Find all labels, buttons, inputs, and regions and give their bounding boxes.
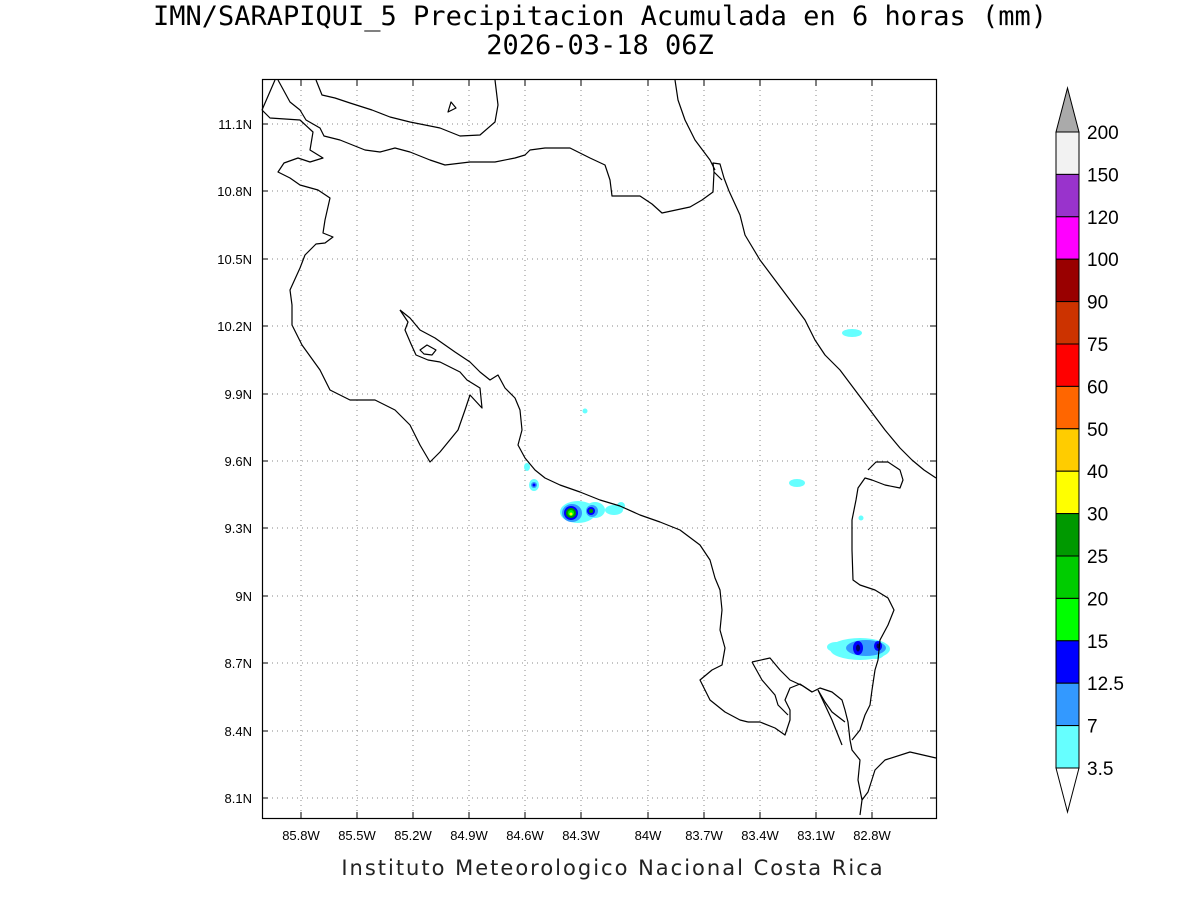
colorbar-swatch [1055, 343, 1080, 387]
title-line-1: IMN/SARAPIQUI_5 Precipitacion Acumulada … [152, 1, 1048, 32]
y-tick-label: 10.2N [217, 319, 252, 334]
colorbar-swatch [1055, 258, 1080, 303]
y-tick-label: 8.1N [225, 791, 252, 806]
colorbar-level-label: 20 [1087, 589, 1108, 610]
precipitation-areas [524, 329, 890, 660]
y-tick-label: 11.1N [218, 117, 252, 132]
precip-cell-west [589, 509, 593, 513]
precip-cell-east [856, 644, 860, 652]
colorbar-level-label: 120 [1087, 208, 1119, 229]
colorbar-swatch [1055, 216, 1080, 260]
y-tick-label: 8.7N [225, 656, 252, 671]
precip-cell-east [827, 642, 845, 652]
colorbar-swatch [1055, 725, 1080, 769]
x-tick-label: 85.8W [282, 828, 320, 843]
map-title: IMN/SARAPIQUI_5 Precipitacion Acumulada … [0, 2, 1200, 60]
colorbar-swatch [1055, 173, 1080, 218]
precip-cell-west [569, 512, 573, 516]
title-line-2: 2026-03-18 06Z [486, 30, 714, 61]
colorbar-level-label: 150 [1087, 165, 1119, 186]
precip-cell-east [842, 329, 862, 337]
colorbar-swatch [1055, 131, 1080, 175]
precip-cell-west [524, 463, 530, 471]
colorbar-level-label: 200 [1087, 123, 1119, 144]
y-tick-label: 9.6N [225, 454, 252, 469]
x-axis-ticks: 85.8W 85.5W 85.2W 84.9W 84.6W 84.3W 84W 83.7W 83… [282, 80, 892, 843]
x-tick-label: 84W [635, 828, 662, 843]
colorbar-level-label: 75 [1087, 335, 1108, 356]
colorbar-swatch [1055, 555, 1080, 599]
colorbar-level-label: 3.5 [1087, 759, 1113, 780]
colorbar-level-label: 25 [1087, 547, 1108, 568]
colorbar-level-label: 30 [1087, 505, 1108, 526]
precipitation-colorbar: 200 150 120 100 90 75 60 50 40 30 25 20 15 12.5 7 3.5 [1055, 86, 1124, 814]
colorbar-swatch [1055, 682, 1080, 727]
footer-credit: Instituto Meteorologico Nacional Costa R… [341, 856, 885, 880]
pacific-coast-north [261, 109, 483, 463]
golfo-dulce [751, 657, 843, 746]
panama-border [851, 461, 904, 741]
x-tick-label: 84.3W [562, 828, 600, 843]
lake-shore [315, 79, 499, 137]
y-tick-label: 9.3N [225, 521, 252, 536]
colorbar-under-triangle [1055, 767, 1080, 814]
colorbar-level-label: 12.5 [1087, 674, 1124, 695]
north-shoreline [261, 79, 730, 214]
x-tick-label: 83.7W [685, 828, 723, 843]
colorbar-level-label: 60 [1087, 377, 1108, 398]
colorbar-swatch [1055, 597, 1080, 642]
lake-island [447, 101, 457, 113]
y-tick-label: 9N [235, 589, 252, 604]
colorbar-level-label: 50 [1087, 420, 1108, 441]
colorbar-level-label: 40 [1087, 462, 1108, 483]
x-tick-label: 82.8W [853, 828, 891, 843]
x-tick-label: 84.9W [450, 828, 488, 843]
colorbar-level-label: 7 [1087, 717, 1098, 738]
pacific-coast-central [399, 309, 749, 723]
precip-cell-east [789, 479, 805, 487]
colorbar-over-triangle [1055, 86, 1080, 133]
colorbar-swatch [1055, 470, 1080, 515]
colorbar-swatch [1055, 301, 1080, 345]
x-tick-label: 85.5W [338, 828, 376, 843]
y-tick-label: 10.8N [217, 184, 252, 199]
colorbar-swatch [1055, 428, 1080, 472]
colorbar-level-label: 15 [1087, 632, 1108, 653]
colorbar-level-label: 90 [1087, 293, 1108, 314]
map-frame [261, 78, 938, 820]
y-tick-label: 10.5N [217, 252, 252, 267]
y-axis-ticks: 11.1N 10.8N 10.5N 10.2N 9.9N 9.6N 9.3N 9N 8.7N 8.… [217, 117, 936, 806]
coastlines [261, 79, 937, 816]
caribbean-coast [674, 79, 937, 479]
x-tick-label: 85.2W [394, 828, 432, 843]
precip-cell-east [858, 515, 864, 521]
colorbar-swatch [1055, 640, 1080, 684]
osa-peninsula [748, 683, 863, 816]
y-tick-label: 9.9N [225, 387, 252, 402]
panama-coast [861, 751, 937, 801]
burica [817, 689, 846, 723]
precip-cell-west [582, 408, 588, 414]
colorbar-level-label: 100 [1087, 250, 1119, 271]
x-tick-label: 83.1W [797, 828, 835, 843]
precip-cell-west [532, 483, 536, 487]
map-gridlines [262, 80, 936, 818]
y-tick-label: 8.4N [225, 724, 252, 739]
colorbar-swatch [1055, 513, 1080, 557]
gulf-island [419, 344, 437, 356]
x-tick-label: 83.4W [741, 828, 779, 843]
x-tick-label: 84.6W [506, 828, 544, 843]
colorbar-swatch [1055, 385, 1080, 430]
